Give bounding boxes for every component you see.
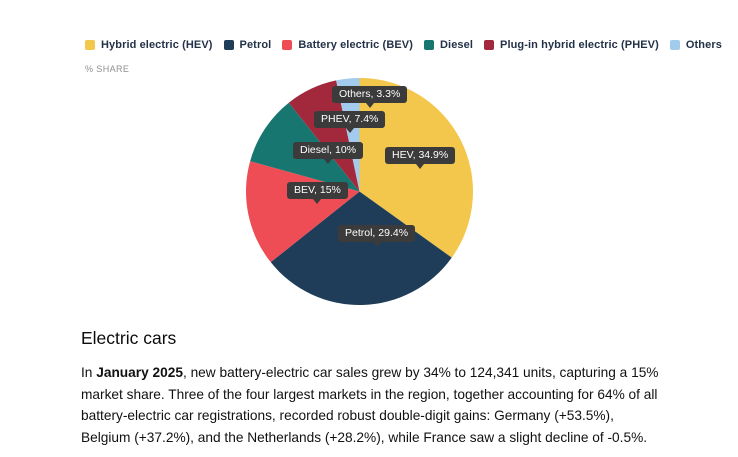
legend-swatch-bev: [282, 40, 293, 50]
legend-swatch-phev: [484, 40, 495, 50]
pie-label-bev: BEV, 15%: [287, 182, 348, 204]
legend-swatch-petrol: [223, 40, 234, 50]
legend-label-petrol: Petrol: [239, 39, 272, 51]
legend-label-phev: Plug-in hybrid electric (PHEV): [500, 39, 659, 51]
legend-swatch-diesel: [424, 40, 434, 50]
section-heading: Electric cars: [81, 328, 177, 348]
pie-slice-petrol[interactable]: [270, 191, 452, 306]
pie-slice-phev[interactable]: [288, 80, 360, 192]
pie-slice-others[interactable]: [336, 78, 360, 192]
chart-legend: Hybrid electric (HEV) Petrol Battery ele…: [85, 39, 722, 51]
legend-item-bev[interactable]: Battery electric (BEV): [282, 39, 413, 51]
paragraph-bold-date: January 2025: [96, 365, 183, 380]
legend-item-phev[interactable]: Plug-in hybrid electric (PHEV): [484, 39, 659, 51]
pie-label-petrol: Petrol, 29.4%: [338, 225, 416, 247]
pie-label-others: Others, 3.3%: [332, 86, 408, 108]
pie-chart: Others, 3.3% PHEV, 7.4% Diesel, 10% BEV,…: [246, 78, 473, 305]
legend-label-diesel: Diesel: [440, 39, 474, 51]
paragraph-prefix: In: [81, 365, 97, 380]
pie-label-diesel: Diesel, 10%: [293, 142, 364, 164]
axis-unit-label: % SHARE: [85, 64, 130, 74]
legend-label-bev: Battery electric (BEV): [298, 39, 413, 51]
pie-label-phev: PHEV, 7.4%: [314, 111, 386, 133]
legend-item-others[interactable]: Others: [669, 39, 722, 51]
legend-item-diesel[interactable]: Diesel: [424, 39, 473, 51]
legend-label-others: Others: [685, 39, 722, 51]
paragraph-rest: , new battery-electric car sales grew by…: [81, 365, 659, 445]
legend-swatch-others: [669, 40, 680, 50]
legend-swatch-hev: [85, 40, 95, 50]
article-section: Electric cars In January 2025, new batte…: [81, 328, 659, 448]
legend-label-hev: Hybrid electric (HEV): [101, 39, 213, 51]
legend-item-hev[interactable]: Hybrid electric (HEV): [85, 39, 213, 51]
article-paragraph: In January 2025, new battery-electric ca…: [81, 362, 659, 448]
pie-label-hev: HEV, 34.9%: [385, 147, 456, 169]
legend-item-petrol[interactable]: Petrol: [223, 39, 272, 51]
